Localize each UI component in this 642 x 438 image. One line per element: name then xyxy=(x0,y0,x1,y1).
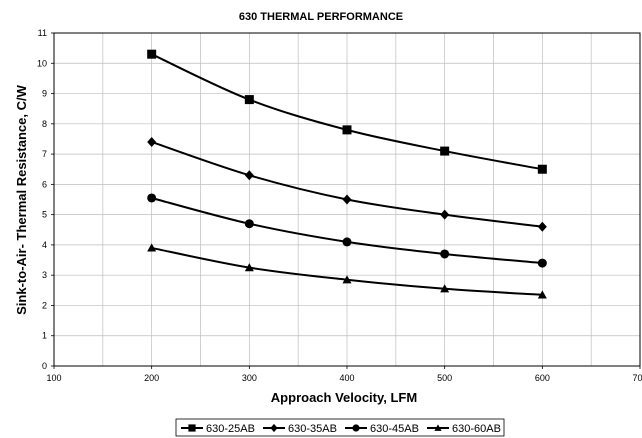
y-tick-label: 7 xyxy=(42,149,47,159)
x-tick-label: 400 xyxy=(339,373,354,383)
data-point xyxy=(440,146,450,156)
chart-title: 630 THERMAL PERFORMANCE xyxy=(239,11,403,23)
y-tick-label: 2 xyxy=(42,300,47,310)
series-630-60AB xyxy=(147,243,547,299)
legend-label: 630-60AB xyxy=(452,423,501,435)
legend-marker xyxy=(434,424,442,431)
legend-box xyxy=(175,418,505,437)
legend: 630-25AB 630-35AB 630-45AB 630-60AB xyxy=(175,418,505,437)
data-point xyxy=(537,290,547,299)
legend-marker xyxy=(270,423,278,433)
data-point xyxy=(342,275,352,284)
data-point xyxy=(244,263,254,272)
data-point xyxy=(440,284,450,293)
x-tick-label: 300 xyxy=(242,373,257,383)
data-point xyxy=(537,258,547,268)
data-point xyxy=(147,243,157,252)
y-tick-label: 5 xyxy=(42,210,47,220)
y-tick-label: 0 xyxy=(42,361,47,371)
data-point xyxy=(440,249,450,259)
x-tick-label: 200 xyxy=(144,373,159,383)
x-tick-label: 700 xyxy=(632,373,642,383)
x-axis-label: Approach Velocity, LFM xyxy=(271,390,417,405)
series-630-45AB xyxy=(147,193,547,268)
series-630-35AB xyxy=(147,136,547,232)
x-tick-label: 500 xyxy=(437,373,452,383)
data-point xyxy=(147,193,157,203)
data-point xyxy=(342,125,352,135)
y-tick-label: 4 xyxy=(42,240,47,250)
data-point xyxy=(537,221,547,232)
data-point xyxy=(244,95,254,105)
y-tick-label: 9 xyxy=(42,89,47,99)
data-point xyxy=(147,49,157,59)
y-tick-label: 3 xyxy=(42,270,47,280)
data-point xyxy=(147,136,157,147)
y-axis-ticks: 0 1 2 3 4 5 6 7 8 9 10 11 xyxy=(37,28,54,371)
data-point xyxy=(537,164,547,174)
series xyxy=(147,49,547,299)
y-tick-label: 1 xyxy=(42,331,47,341)
legend-marker xyxy=(188,424,196,432)
data-point xyxy=(440,209,450,220)
data-point xyxy=(244,170,254,181)
series-630-25AB xyxy=(147,49,547,174)
x-tick-label: 100 xyxy=(46,373,61,383)
legend-label: 630-25AB xyxy=(206,423,255,435)
y-axis-label: Sink-to-Air- Thermal Resistance, C/W xyxy=(14,84,29,314)
grid xyxy=(54,33,640,366)
x-axis-ticks: 100 200 300 400 500 600 700 xyxy=(46,366,642,383)
legend-label: 630-35AB xyxy=(288,423,337,435)
data-point xyxy=(342,194,352,205)
y-tick-label: 6 xyxy=(42,179,47,189)
x-tick-label: 600 xyxy=(535,373,550,383)
y-tick-label: 11 xyxy=(38,28,47,38)
data-point xyxy=(244,219,254,229)
y-tick-label: 10 xyxy=(37,58,47,68)
legend-marker xyxy=(352,424,360,432)
data-point xyxy=(342,237,352,247)
y-tick-label: 8 xyxy=(42,119,47,129)
legend-label: 630-45AB xyxy=(370,423,419,435)
